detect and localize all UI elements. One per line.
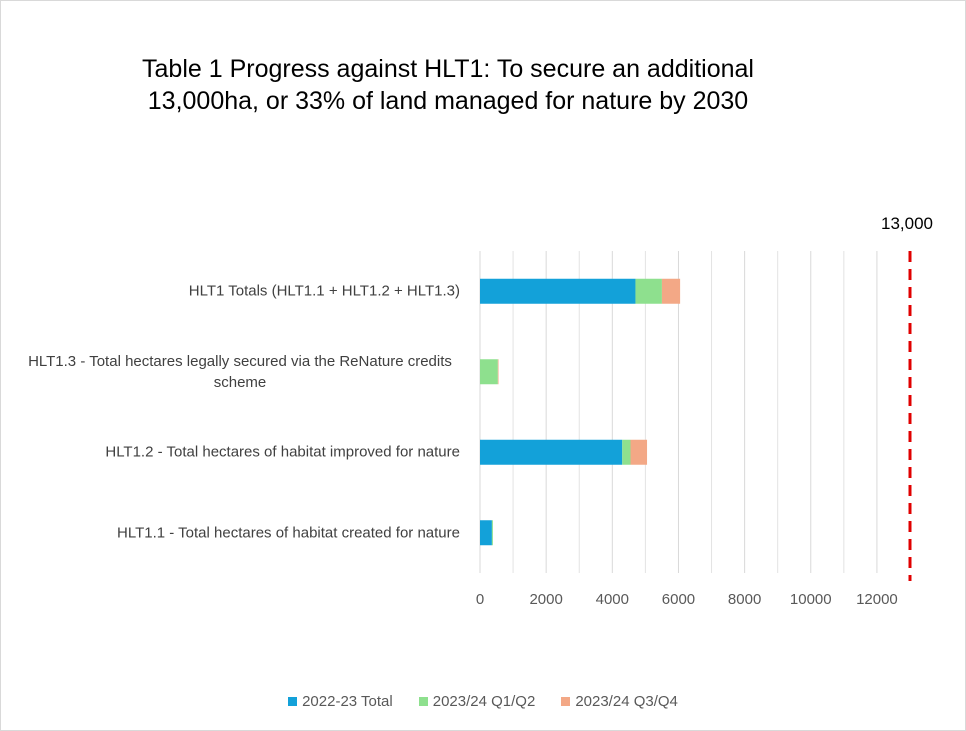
x-tick-label: 6000	[661, 591, 696, 608]
x-tick-label: 2000	[529, 591, 563, 608]
bar-segment	[480, 520, 492, 546]
y-tick-label: HLT1.2 - Total hectares of habitat impro…	[20, 442, 460, 463]
bar-segment	[630, 439, 648, 465]
bar-segment	[635, 278, 662, 304]
bar-segment	[491, 520, 493, 546]
x-tick-label: 0	[475, 591, 485, 608]
chart-title: Table 1 Progress against HLT1: To secure…	[142, 55, 754, 115]
legend-label: 2023/24 Q1/Q2	[432, 693, 536, 710]
legend-label: 2022-23 Total	[302, 693, 393, 710]
x-tick-label: 4000	[595, 591, 629, 608]
legend-item: 2023/24 Q1/Q2	[418, 693, 536, 710]
legend-item: 2023/24 Q3/Q4	[561, 693, 678, 710]
bar-segment	[661, 278, 681, 304]
category-label: HLT1 Totals (HLT1.1 + HLT1.2 + HLT1.3)	[188, 282, 460, 300]
bar-segment	[497, 359, 499, 385]
legend: 2022-23 Total 2023/24 Q1/Q2 2023/24 Q3/Q4	[1, 693, 965, 710]
legend-label: 2023/24 Q3/Q4	[575, 693, 678, 710]
y-tick-label: HLT1 Totals (HLT1.1 + HLT1.2 + HLT1.3)	[20, 281, 460, 302]
bar-segment	[480, 278, 636, 304]
bar-segment	[480, 439, 623, 465]
x-tick-label: 10000	[789, 591, 832, 608]
y-tick-label: HLT1.3 - Total hectares legally secured …	[20, 351, 460, 393]
legend-swatch	[288, 697, 298, 706]
target-label: 13,000	[881, 214, 933, 233]
category-label: HLT1.3 - Total hectares legally secured …	[28, 352, 452, 391]
x-tick-label: 8000	[727, 591, 762, 608]
category-label: HLT1.2 - Total hectares of habitat impro…	[105, 443, 460, 461]
legend-swatch	[561, 697, 571, 706]
bar-segment	[480, 359, 498, 385]
category-label: HLT1.1 - Total hectares of habitat creat…	[117, 524, 460, 542]
legend-item: 2022-23 Total	[288, 693, 393, 710]
bar-segment	[622, 439, 631, 465]
y-tick-label: HLT1.1 - Total hectares of habitat creat…	[20, 522, 460, 543]
x-tick-label: 12000	[856, 591, 898, 608]
legend-swatch	[418, 697, 428, 706]
